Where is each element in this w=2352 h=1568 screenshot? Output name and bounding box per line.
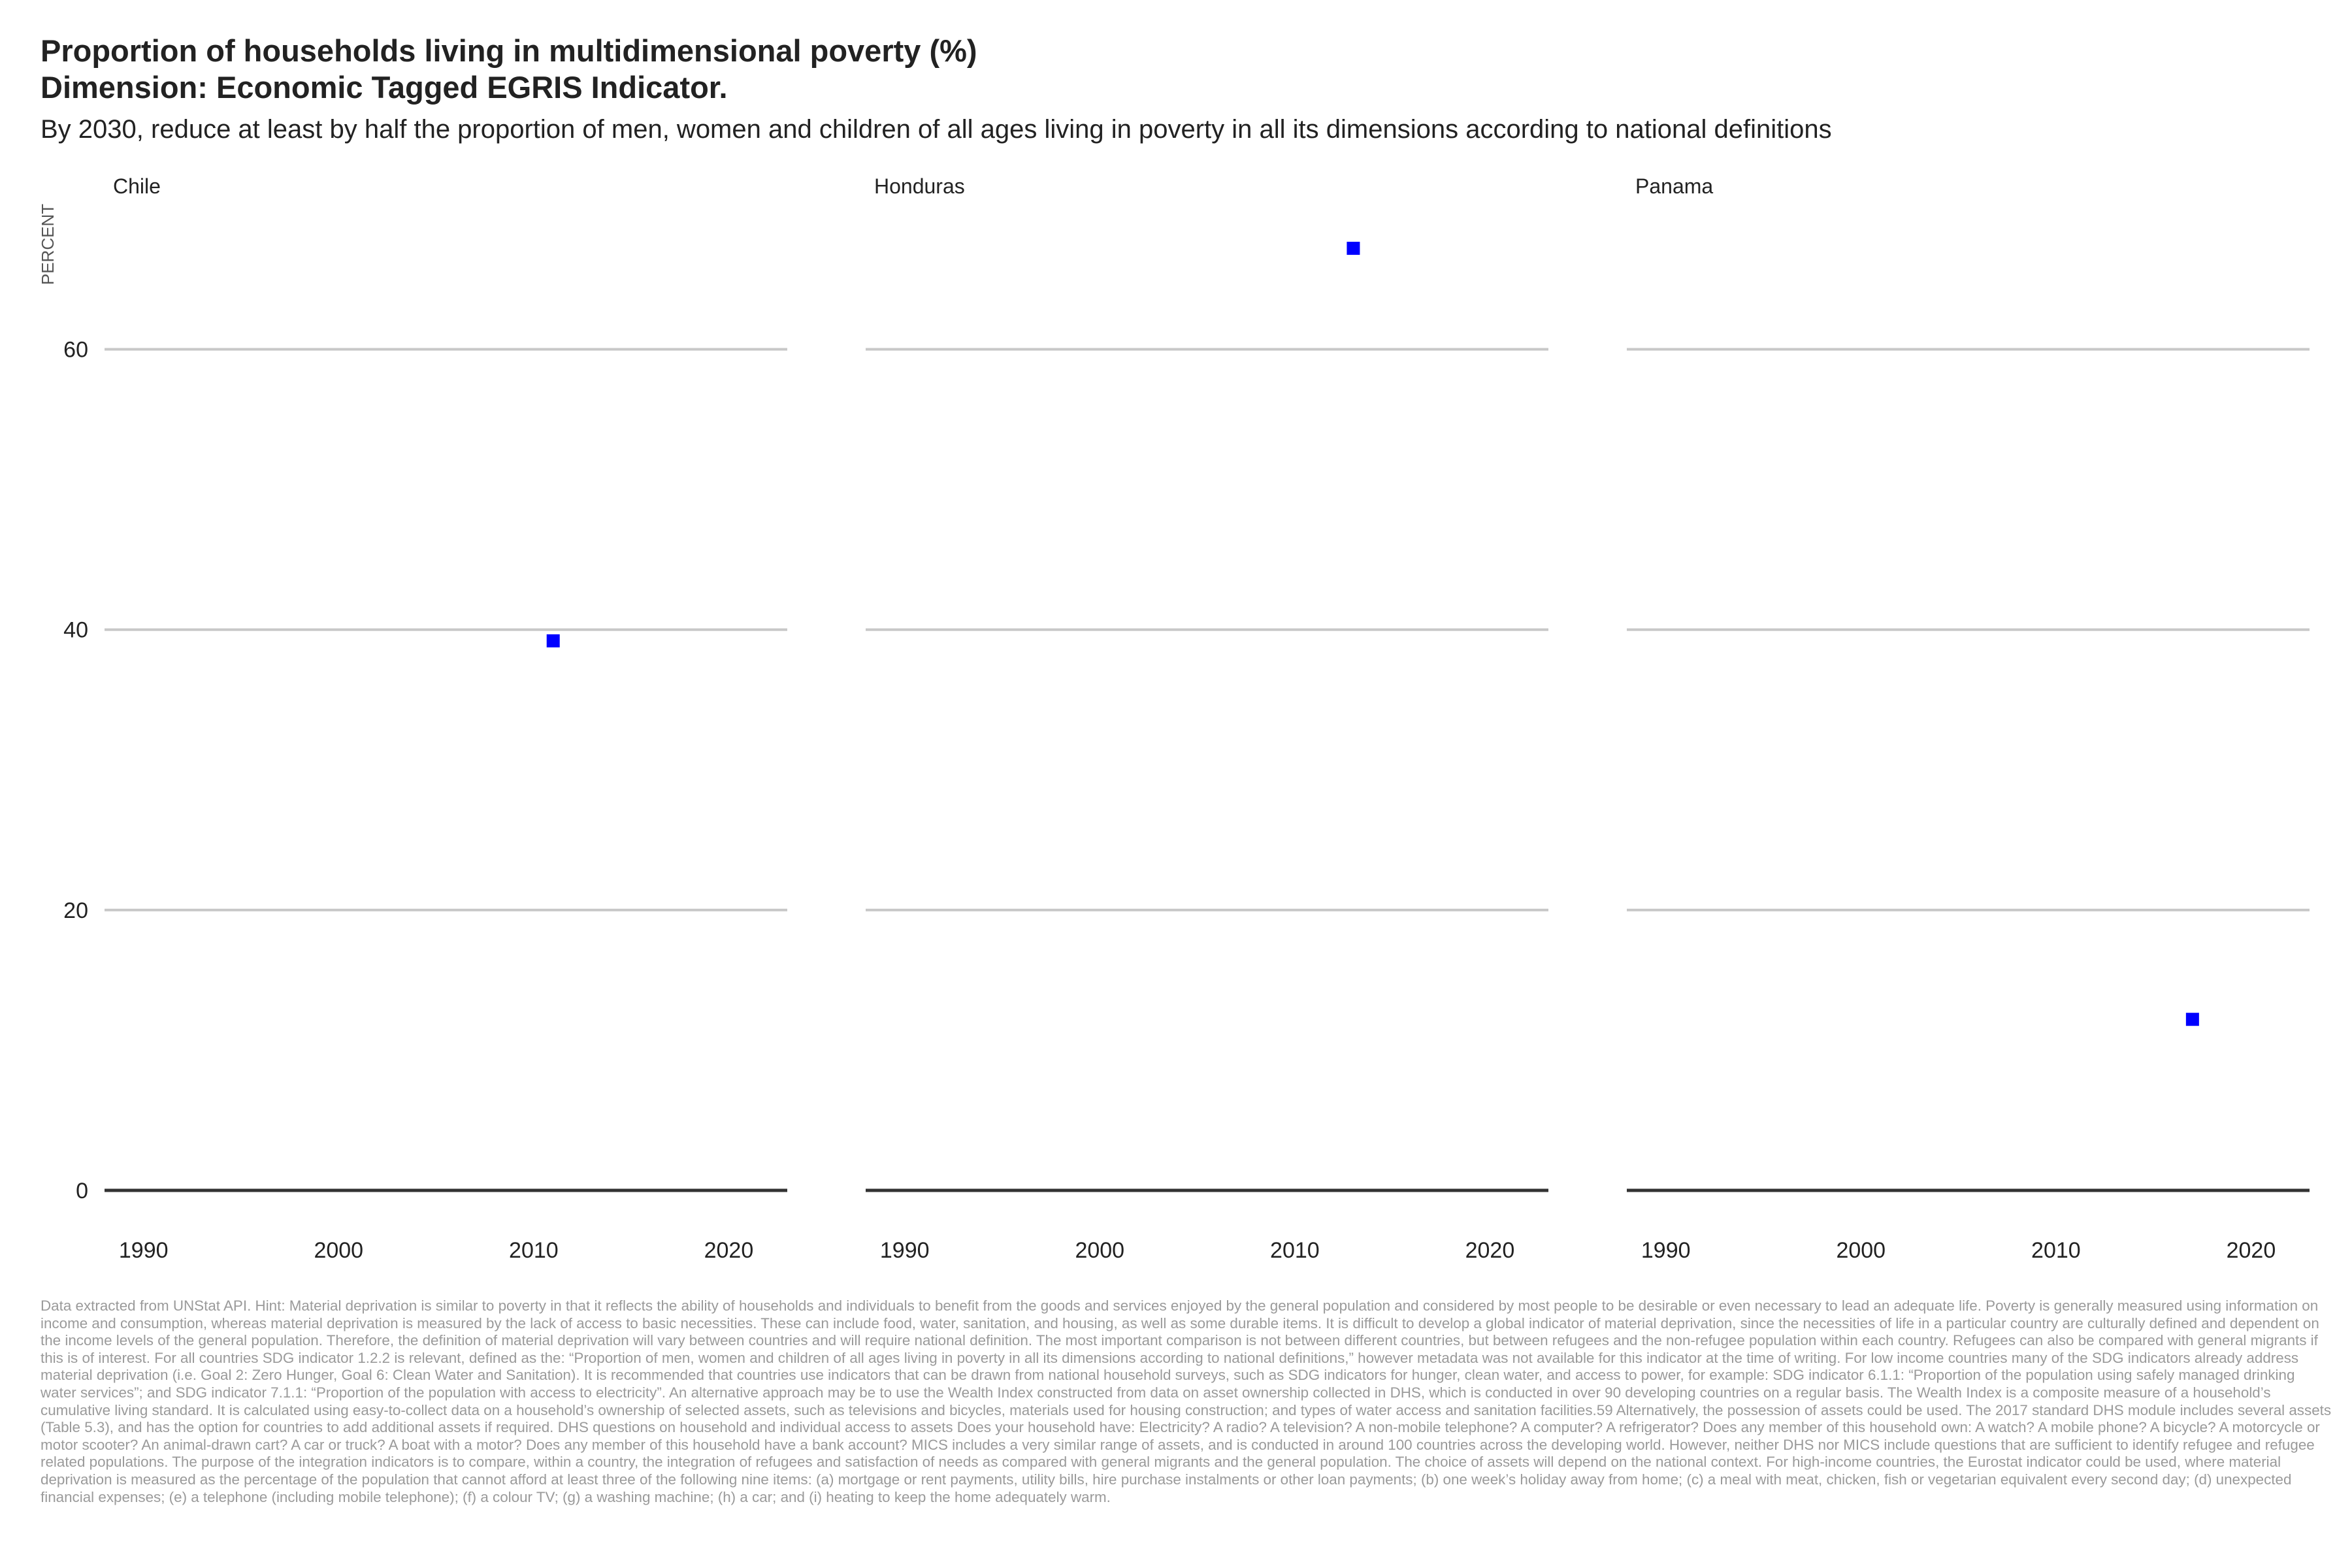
panel-chile: Chile 0 20 40 60 1990 2000 2010 2020	[63, 174, 787, 1263]
panel-label: Panama	[1635, 174, 1713, 198]
y-tick-label: 40	[63, 618, 88, 643]
panel-panama: Panama 1990 2000 2010 2020	[1627, 174, 2310, 1263]
y-tick-label: 0	[76, 1179, 88, 1203]
x-tick-label: 1990	[1641, 1238, 1691, 1263]
chart-title: Proportion of households living in multi…	[41, 33, 977, 68]
panels-layer: Chile 0 20 40 60 1990 2000 2010 2020 Honduras 1990…	[63, 174, 2310, 1263]
x-tick-label: 2000	[1075, 1238, 1124, 1263]
panel-label: Chile	[113, 174, 161, 198]
panel-honduras: Honduras 1990 2000 2010 2020	[866, 174, 1548, 1263]
y-tick-label: 20	[63, 898, 88, 923]
y-axis-title: PERCENT	[38, 204, 57, 285]
chart-title-line-2: Dimension: Economic Tagged EGRIS Indicat…	[41, 70, 728, 105]
data-point	[2185, 1013, 2199, 1026]
x-tick-label: 2010	[2031, 1238, 2081, 1263]
y-tick-label: 60	[63, 338, 88, 363]
x-tick-label: 1990	[880, 1238, 930, 1263]
data-point	[546, 634, 560, 647]
panel-label: Honduras	[874, 174, 965, 198]
x-tick-label: 2020	[704, 1238, 754, 1263]
x-tick-label: 2020	[1465, 1238, 1515, 1263]
data-point	[1347, 242, 1360, 255]
source-footnote: Data extracted from UNStat API. Hint: Ma…	[41, 1298, 2332, 1505]
x-tick-label: 2020	[2227, 1238, 2276, 1263]
x-tick-label: 2010	[509, 1238, 559, 1263]
x-tick-label: 2010	[1270, 1238, 1320, 1263]
chart-subtitle: By 2030, reduce at least by half the pro…	[41, 115, 1832, 144]
x-tick-label: 2000	[314, 1238, 363, 1263]
x-tick-label: 2000	[1836, 1238, 1886, 1263]
x-tick-label: 1990	[119, 1238, 169, 1263]
